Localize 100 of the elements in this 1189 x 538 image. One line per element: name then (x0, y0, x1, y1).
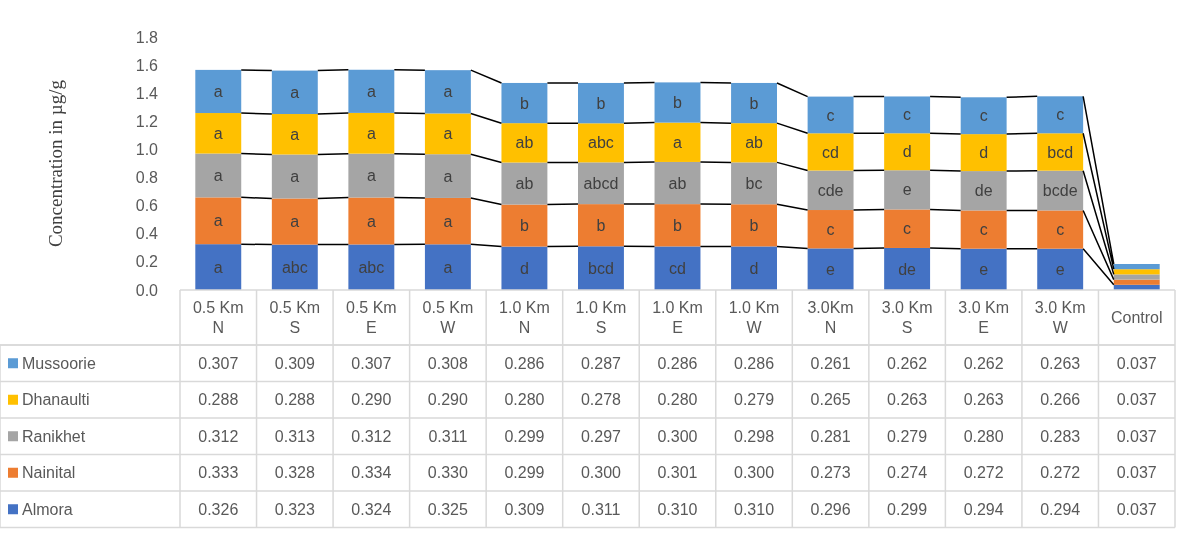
bar (348, 244, 395, 290)
bar (195, 244, 242, 290)
data-label: 0.278 (580, 391, 622, 409)
bar (731, 82, 777, 124)
data-label: 0.300 (734, 464, 775, 482)
bar (348, 197, 395, 245)
data-label: 0.325 (427, 500, 468, 518)
data-label: 0.328 (274, 464, 315, 482)
data-label: 0.262 (887, 354, 928, 372)
annotation: a (366, 167, 376, 185)
data-label: 0.298 (734, 427, 775, 445)
bar (424, 113, 471, 155)
x-tick-label: 3.0 Km S (881, 299, 933, 337)
data-label: 0.281 (810, 427, 851, 445)
annotation: abc (281, 258, 308, 276)
bar (654, 82, 701, 123)
y-tick-label: 0.8 (135, 169, 159, 187)
legend-label: Mussoorie (22, 354, 96, 372)
x-tick-label: 0.5 Km W (422, 299, 474, 337)
annotation: ab (515, 134, 534, 152)
x-tick-label: Control (1110, 309, 1163, 327)
bar (348, 153, 395, 198)
legend-label: Almora (22, 500, 73, 518)
data-label: 0.280 (657, 391, 698, 409)
bar (884, 133, 931, 171)
bar (424, 154, 471, 198)
annotation: c (903, 106, 912, 124)
annotation: c (826, 220, 835, 238)
bar (271, 154, 318, 199)
x-tick-label: 3.0 Km W (1034, 299, 1086, 337)
data-label: 0.272 (1040, 464, 1081, 482)
bar (348, 112, 395, 154)
bar (195, 197, 242, 245)
bar (731, 162, 777, 205)
data-label: 0.312 (198, 427, 239, 445)
data-label: 0.311 (581, 500, 621, 518)
data-label: 0.334 (351, 464, 392, 482)
annotation: ab (745, 134, 764, 152)
bar (807, 133, 854, 171)
data-label: 0.324 (351, 500, 392, 518)
data-label: 0.037 (1116, 354, 1157, 372)
annotation: c (1056, 106, 1065, 124)
annotation: b (596, 94, 606, 112)
data-label: 0.311 (428, 427, 468, 445)
bar (578, 204, 624, 247)
x-tick-label: 1.0 Km W (728, 299, 780, 337)
annotation: a (290, 83, 300, 101)
annotation: b (673, 94, 683, 112)
bar (348, 69, 395, 113)
bar (731, 123, 777, 163)
bar (424, 70, 471, 114)
bar (501, 82, 548, 124)
bar (807, 248, 854, 290)
annotation: abc (588, 134, 614, 152)
annotation: bcde (1042, 182, 1078, 200)
data-label: 0.307 (351, 354, 392, 372)
data-label: 0.312 (351, 427, 392, 445)
annotation: a (213, 83, 223, 101)
y-axis-title: Concentration in µg/g (45, 79, 66, 248)
data-label: 0.296 (810, 500, 851, 518)
bar (884, 170, 931, 210)
annotation: d (749, 259, 759, 277)
bar (654, 122, 701, 162)
x-tick-label: 0.5 Km N (192, 299, 244, 337)
data-label: 0.310 (734, 500, 775, 518)
data-label: 0.287 (580, 354, 622, 372)
bar (654, 246, 701, 290)
data-label: 0.294 (1040, 500, 1081, 518)
data-label: 0.333 (198, 464, 239, 482)
y-tick-label: 0.4 (135, 225, 159, 243)
annotation: ab (668, 174, 687, 192)
bar (654, 161, 701, 205)
bar (501, 246, 548, 290)
legend-label: Dhanaulti (22, 391, 90, 409)
bar (807, 210, 854, 249)
data-label: 0.286 (504, 354, 545, 372)
data-label: 0.294 (963, 500, 1004, 518)
annotation: a (213, 212, 223, 230)
data-label: 0.272 (963, 464, 1004, 482)
data-label: 0.288 (274, 391, 315, 409)
data-label: 0.310 (657, 500, 698, 518)
bar (960, 134, 1007, 172)
annotation: e (902, 181, 912, 199)
annotation: a (673, 133, 683, 151)
x-tick-label: 3.0Km N (807, 299, 854, 337)
data-label: 0.299 (504, 427, 545, 445)
y-tick-label: 1.0 (135, 141, 159, 159)
x-tick-label: 0.5 Km S (269, 299, 321, 337)
y-tick-label: 1.4 (135, 84, 159, 102)
y-tick-label: 0.6 (135, 197, 159, 215)
bar (731, 246, 777, 290)
data-label: 0.280 (504, 391, 545, 409)
bar (884, 209, 931, 248)
data-label: 0.283 (1040, 427, 1081, 445)
bar (807, 170, 854, 211)
bar (1037, 133, 1084, 171)
data-label: 0.263 (1040, 354, 1081, 372)
y-tick-label: 1.6 (135, 56, 159, 74)
x-tick-label: 0.5 Km E (346, 299, 397, 337)
annotation: bc (745, 174, 763, 192)
